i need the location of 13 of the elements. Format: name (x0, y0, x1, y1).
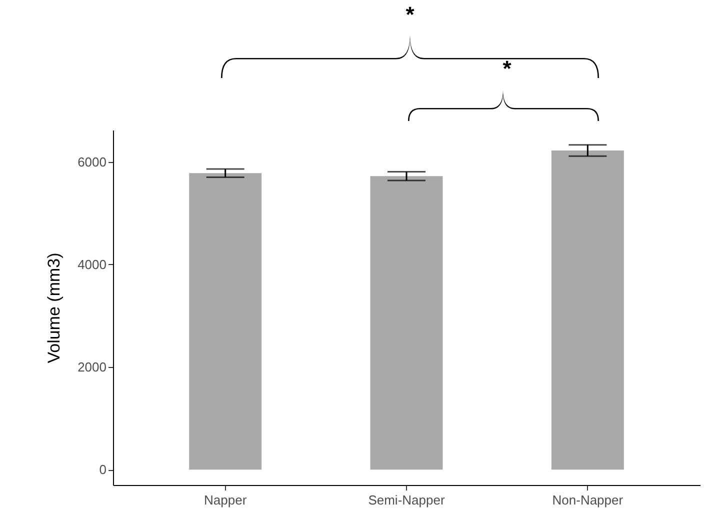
y-tick-label: 6000 (78, 154, 106, 170)
text: * (406, 2, 414, 28)
x-tick-label: Non-Napper (552, 492, 624, 508)
y-tick-label: 2000 (78, 360, 106, 375)
bar (189, 173, 262, 470)
text: * (502, 56, 512, 82)
y-tick-label: 0 (99, 462, 106, 478)
y-tick-label: 4000 (78, 256, 106, 272)
bar (551, 150, 624, 470)
x-tick-label: Napper (204, 492, 248, 508)
y-axis-title: Volume (mm3) (44, 252, 64, 364)
bar (370, 176, 443, 470)
x-tick-label: Semi-Napper (368, 492, 446, 508)
